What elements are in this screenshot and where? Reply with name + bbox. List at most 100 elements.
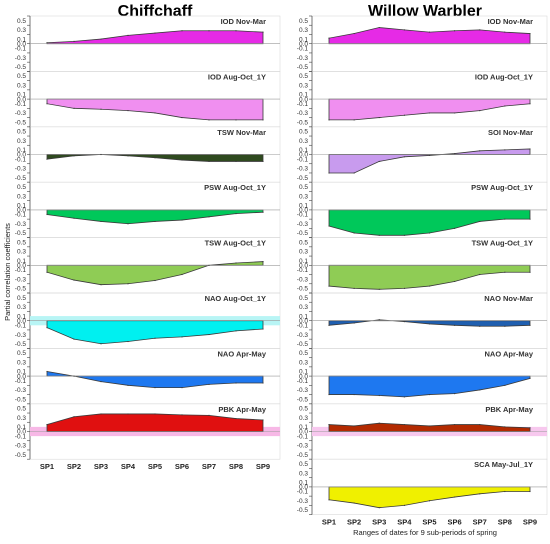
y-tick-label: 0.1 <box>17 147 26 154</box>
data-point <box>262 211 264 213</box>
y-tick-label: -0.3 <box>15 110 27 117</box>
data-point <box>46 103 48 105</box>
x-tick-label: SP2 <box>67 462 81 471</box>
data-point <box>235 382 237 384</box>
y-tick-label: 0.1 <box>17 36 26 43</box>
y-tick-label: 0.1 <box>299 424 308 431</box>
series-area <box>46 371 264 389</box>
data-point <box>73 416 75 418</box>
y-tick-label: 0.5 <box>17 295 26 302</box>
data-point <box>454 423 456 426</box>
panel-label: SCA May-Jul_1Y <box>474 460 533 469</box>
series-area <box>328 98 531 121</box>
data-point <box>127 155 129 157</box>
y-tick-label: 0.0 <box>299 429 308 436</box>
data-point <box>529 103 531 105</box>
data-point <box>479 220 481 223</box>
y-tick-label: 0.5 <box>299 461 308 468</box>
panel-label: IOD Aug-Oct_1Y <box>475 72 533 81</box>
panel-0-4: 0.5 0.3 0.10.0-0.1 -0.3 -0.5 TSW Aug-Oct_1Y <box>15 237 281 294</box>
data-point <box>529 490 531 493</box>
data-point <box>181 116 183 119</box>
y-tick-label: -0.5 <box>15 64 27 71</box>
x-tick-label: SP8 <box>229 462 243 471</box>
y-tick-label: -0.1 <box>297 267 309 274</box>
data-point <box>154 220 156 223</box>
series-area <box>328 264 531 290</box>
data-point <box>428 154 431 157</box>
data-point <box>403 423 405 426</box>
panel-label: SOI Nov-Mar <box>488 128 533 137</box>
y-tick-label: 0.0 <box>17 152 26 159</box>
y-tick-label: 0.5 <box>299 239 308 246</box>
y-tick-label: 0.3 <box>299 359 308 366</box>
data-point <box>100 38 102 40</box>
data-point <box>100 284 102 286</box>
data-point <box>262 419 264 421</box>
data-point <box>428 323 431 325</box>
panel-0-5: 0.5 0.3 0.10.0-0.1 -0.3 -0.5 NAO Aug-Oct_1Y <box>15 292 281 349</box>
y-tick-label: 0.0 <box>299 484 308 491</box>
data-point <box>154 279 156 282</box>
data-point <box>235 160 237 163</box>
panel-label: NAO Nov-Mar <box>484 294 533 303</box>
y-tick-label: 0.3 <box>299 415 308 422</box>
panel-0-3: 0.5 0.3 0.10.0-0.1 -0.3 -0.5 PSW Aug-Oct_1Y <box>15 181 281 238</box>
y-tick-label: -0.3 <box>297 166 309 173</box>
y-tick-label: -0.1 <box>297 46 309 53</box>
y-tick-label: 0.0 <box>299 41 308 48</box>
series-area <box>328 375 531 398</box>
data-point <box>428 500 431 502</box>
y-tick-label: -0.1 <box>15 267 27 274</box>
y-tick-label: -0.3 <box>15 166 27 173</box>
y-tick-label: 0.0 <box>299 96 308 103</box>
y-tick-label: -0.3 <box>297 221 309 228</box>
y-tick-label: 0.1 <box>299 258 308 265</box>
data-point <box>529 427 531 429</box>
y-tick-label: 0.3 <box>299 82 308 89</box>
data-point <box>127 283 129 285</box>
data-point <box>181 219 183 221</box>
y-tick-label: -0.5 <box>297 507 309 514</box>
data-point <box>73 217 75 219</box>
data-point <box>454 324 456 326</box>
data-point <box>127 110 129 112</box>
y-tick-label: 0.0 <box>17 318 26 325</box>
data-point <box>479 150 481 152</box>
data-point <box>127 34 129 36</box>
panel-1-6: 0.5 0.3 0.10.0-0.1 -0.3 -0.5 NAO Apr-May <box>297 348 548 405</box>
y-tick-label: -0.3 <box>297 110 309 117</box>
series-area <box>46 154 264 162</box>
panel-1-4: 0.5 0.3 0.10.0-0.1 -0.3 -0.5 TSW Aug-Oct_1Y <box>297 237 548 294</box>
y-tick-label: 0.5 <box>299 350 308 357</box>
panel-label: NAO Apr-May <box>485 349 534 358</box>
data-point <box>479 493 481 495</box>
y-axis-title: Partial correlation coefficients <box>3 223 12 321</box>
data-point <box>353 32 355 35</box>
y-tick-label: -0.3 <box>297 332 309 339</box>
data-point <box>378 288 380 290</box>
y-tick-label: 0.3 <box>17 249 26 256</box>
y-tick-label: -0.1 <box>297 156 309 163</box>
data-point <box>378 422 380 424</box>
y-tick-label: 0.5 <box>299 18 308 25</box>
y-tick-label: 0.0 <box>17 41 26 48</box>
data-point <box>181 273 183 276</box>
y-tick-label: 0.1 <box>299 479 308 486</box>
x-tick-label: SP5 <box>422 518 436 527</box>
data-point <box>504 271 506 273</box>
y-tick-label: 0.5 <box>299 406 308 413</box>
data-point <box>328 423 330 426</box>
panel-label: PBK Apr-May <box>218 405 266 414</box>
panel-0-1: 0.5 0.3 0.10.0-0.1 -0.3 -0.5 IOD Aug-Oct_1Y <box>15 71 281 128</box>
y-tick-label: 0.1 <box>17 369 26 376</box>
data-point <box>529 271 531 273</box>
data-point <box>454 112 456 114</box>
data-point <box>504 426 506 428</box>
data-point <box>100 413 102 415</box>
y-tick-label: 0.3 <box>17 193 26 200</box>
data-point <box>328 37 330 39</box>
data-point <box>378 394 380 397</box>
data-point <box>403 504 405 506</box>
y-tick-label: -0.1 <box>15 46 27 53</box>
